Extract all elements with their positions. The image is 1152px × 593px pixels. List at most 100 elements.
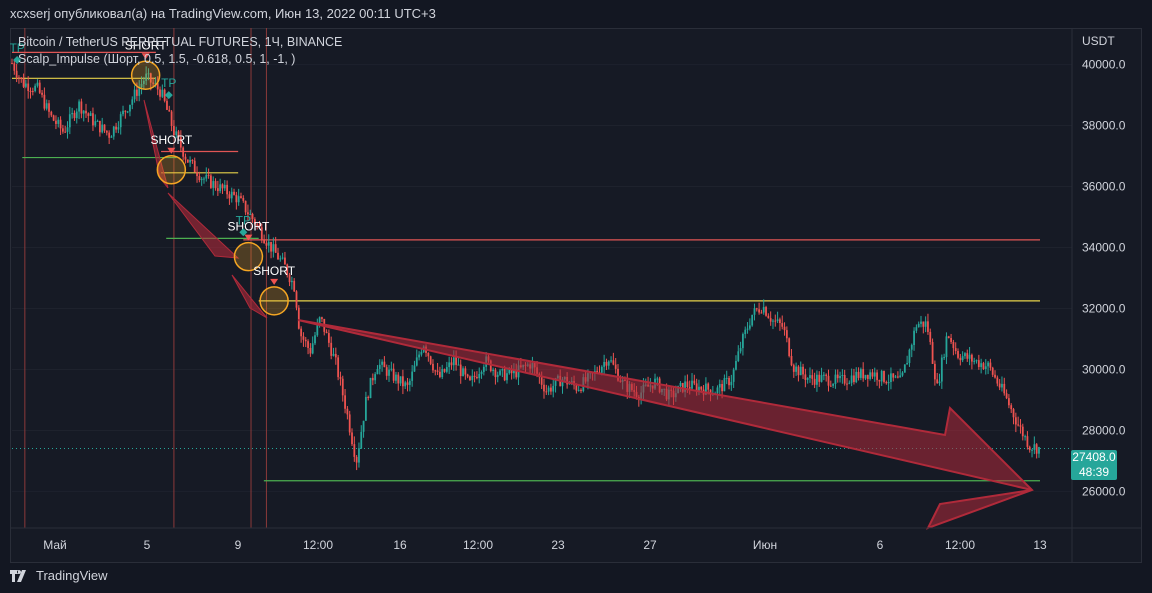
currency-label: USDT (1082, 34, 1115, 48)
bear-candle (334, 353, 337, 358)
bear-candle (947, 336, 950, 339)
bear-candle (258, 224, 261, 228)
bear-candle (240, 196, 242, 198)
bear-candle (846, 383, 848, 385)
bear-candle (813, 378, 816, 385)
bull-candle (358, 448, 360, 463)
bear-candle (27, 83, 30, 91)
bear-candle (270, 241, 272, 252)
bull-candle (839, 376, 841, 379)
bull-candle (145, 73, 148, 81)
bull-candle (1033, 444, 1036, 450)
bull-candle (318, 317, 321, 325)
bear-candle (295, 291, 298, 308)
bear-candle (149, 73, 152, 83)
bear-candle (970, 354, 973, 362)
axis-layer: USDT 26000.0 28000.0 30000.0 32000.0 34000.0 3… (10, 28, 1142, 563)
bull-candle (290, 280, 293, 283)
bull-candle (68, 114, 71, 128)
bull-candle (890, 373, 892, 383)
bear-candle (1035, 444, 1038, 454)
bear-candle (13, 63, 16, 71)
y-tick-label: 32000.0 (1082, 301, 1126, 315)
bull-candle (189, 159, 192, 163)
bull-candle (237, 196, 240, 203)
bull-candle (395, 374, 397, 381)
bear-candle (769, 318, 772, 322)
bear-candle (550, 387, 552, 392)
bear-candle (818, 374, 821, 382)
bear-candle (170, 111, 173, 126)
bear-candle (64, 131, 67, 133)
bear-candle (233, 191, 235, 195)
bear-candle (15, 70, 18, 78)
tradingview-logo[interactable]: TradingView (10, 568, 108, 583)
bull-candle (943, 357, 946, 359)
bull-candle (448, 362, 451, 368)
bull-candle (404, 382, 407, 387)
bear-candle (256, 224, 259, 226)
bull-candle (66, 127, 69, 132)
bear-candle (785, 330, 788, 339)
bear-candle (371, 377, 374, 381)
bull-candle (452, 357, 455, 366)
bear-candle (612, 360, 615, 365)
bull-candle (122, 110, 124, 115)
bear-candle (804, 374, 807, 380)
bull-candle (420, 351, 423, 355)
bull-candle (561, 379, 564, 387)
bear-candle (385, 367, 388, 376)
arrows-layer (143, 99, 1034, 530)
bear-candle (827, 375, 830, 386)
indicator-legend[interactable]: Scalp_Impulse (Шорт, 0.5, 1.5, -0.618, 0… (18, 52, 296, 66)
bull-candle (112, 126, 115, 137)
bear-candle (29, 90, 32, 92)
chart-panel[interactable] (10, 28, 1142, 563)
x-tick-label: 6 (877, 538, 884, 552)
bear-candle (843, 374, 846, 384)
bull-candle (362, 420, 365, 432)
bull-candle (718, 383, 721, 388)
bear-candle (11, 63, 13, 65)
bear-candle (80, 101, 83, 114)
bear-candle (163, 89, 166, 101)
bear-candle (432, 363, 434, 371)
bull-candle (267, 241, 270, 246)
x-tick-label: 16 (393, 538, 407, 552)
trend-arrow-1 (143, 99, 169, 189)
bear-candle (1028, 446, 1031, 451)
bull-candle (133, 89, 136, 100)
bear-candle (124, 110, 127, 112)
bull-candle (684, 381, 686, 392)
bear-candle (866, 374, 869, 379)
bear-candle (853, 375, 855, 383)
tp-label: TP (236, 213, 251, 227)
bull-candle (691, 380, 693, 389)
bull-candle (457, 364, 460, 366)
bear-candle (758, 309, 760, 313)
tp-diamond-marker (13, 56, 22, 65)
bear-candle (774, 320, 777, 322)
bull-candle (607, 361, 610, 366)
bull-candle (154, 83, 157, 85)
bear-candle (346, 408, 349, 415)
bull-candle (980, 363, 983, 367)
bear-candle (781, 323, 784, 327)
short-signal-label: SHORT (150, 133, 192, 147)
bull-candle (418, 354, 420, 358)
bull-candle (57, 119, 60, 124)
bull-candle (78, 101, 80, 112)
y-tick-label: 28000.0 (1082, 423, 1126, 437)
bull-candle (772, 320, 774, 322)
bull-candle (913, 330, 915, 346)
bear-candle (173, 125, 175, 136)
bull-candle (364, 396, 367, 421)
bull-candle (508, 368, 511, 374)
bull-candle (723, 378, 726, 392)
bull-candle (119, 114, 122, 128)
bear-candle (466, 374, 469, 377)
bull-candle (880, 370, 883, 382)
bull-candle (600, 366, 603, 373)
bull-candle (938, 381, 941, 384)
